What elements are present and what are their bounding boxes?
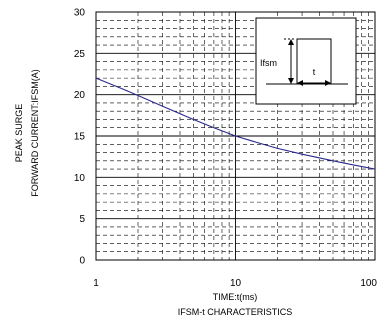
inset-arrowhead-right xyxy=(325,80,331,86)
plot-frame xyxy=(95,11,376,261)
y-tick-label: 20 xyxy=(74,90,86,101)
series-line xyxy=(95,77,376,170)
inset-ifsm-label: Ifsm xyxy=(260,58,277,68)
y-tick-label: 25 xyxy=(74,49,86,60)
y-tick-label: 0 xyxy=(79,256,85,267)
inset-box xyxy=(255,17,357,105)
x-axis-title: TIME:t(ms) xyxy=(213,292,258,302)
y-tick-label: 10 xyxy=(74,173,86,184)
x-tick-label: 10 xyxy=(230,278,242,289)
y-tick-label: 30 xyxy=(74,8,86,19)
x-tick-label: 100 xyxy=(360,278,377,289)
inset-diagram: Ifsm t xyxy=(255,17,357,105)
y-tick-label: 15 xyxy=(74,132,86,143)
inset-arrowhead-left xyxy=(297,80,303,86)
x-tick-label: 1 xyxy=(93,278,99,289)
series-layer xyxy=(95,77,376,170)
chart-title: IFSM-t CHARACTERISTICS xyxy=(178,307,293,317)
y-tick-labels: 0 5 10 15 20 25 30 xyxy=(74,8,86,267)
y-axis-title-line2: FORWARD CURRENT:IFSM(A) xyxy=(30,69,40,197)
inset-t-label: t xyxy=(313,67,316,77)
y-tick-label: 5 xyxy=(79,214,85,225)
y-axis-title-line1: PEAK SURGE xyxy=(14,104,24,163)
inset-pulse xyxy=(296,38,332,84)
inset-arrowhead-up xyxy=(288,39,294,45)
inset-arrowhead-down xyxy=(288,78,294,84)
x-tick-labels: 1 10 100 xyxy=(93,278,377,289)
